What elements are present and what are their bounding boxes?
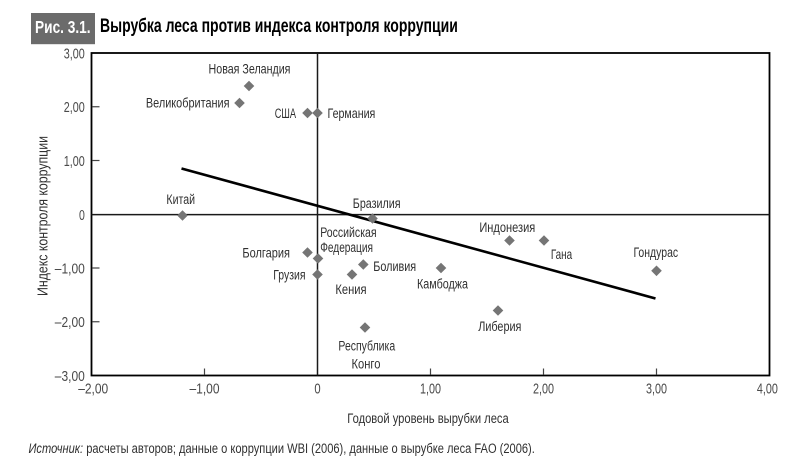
svg-text:Гондурас: Гондурас — [633, 244, 678, 260]
svg-text:Китай: Китай — [166, 192, 195, 208]
svg-text:2,00: 2,00 — [64, 98, 85, 115]
svg-text:Индекс контроля коррупции: Индекс контроля коррупции — [34, 136, 50, 296]
svg-text:Годовой уровень вырубки леса: Годовой уровень вырубки леса — [347, 411, 509, 426]
svg-text:США: США — [275, 105, 296, 122]
svg-text:Германия: Германия — [328, 106, 376, 122]
svg-text:Рис. 3.1.: Рис. 3.1. — [35, 18, 91, 37]
svg-text:Вырубка леса против индекса ко: Вырубка леса против индекса контроля кор… — [100, 15, 458, 37]
svg-text:0: 0 — [79, 206, 85, 223]
svg-text:4,00: 4,00 — [757, 380, 778, 397]
svg-text:Грузия: Грузия — [273, 267, 305, 283]
svg-text:Российская: Российская — [320, 225, 376, 241]
svg-text:–1,00: –1,00 — [189, 380, 219, 397]
svg-text:–2,00: –2,00 — [55, 314, 85, 331]
svg-text:Кения: Кения — [335, 282, 366, 297]
svg-text:Либерия: Либерия — [478, 319, 521, 335]
svg-text:Источник: расчеты авторов; дан: Источник: расчеты авторов; данные о корр… — [29, 441, 535, 457]
svg-text:–3,00: –3,00 — [55, 368, 85, 385]
svg-text:Конго: Конго — [352, 356, 381, 371]
svg-text:–2,00: –2,00 — [78, 380, 108, 397]
svg-text:Индонезия: Индонезия — [479, 220, 535, 236]
svg-text:Республика: Республика — [338, 338, 395, 354]
svg-text:Великобритания: Великобритания — [146, 95, 230, 111]
svg-text:Новая Зеландия: Новая Зеландия — [209, 61, 291, 77]
svg-text:Боливия: Боливия — [373, 259, 416, 275]
svg-text:Гана: Гана — [551, 246, 573, 262]
svg-text:3,00: 3,00 — [646, 380, 667, 397]
svg-text:2,00: 2,00 — [533, 380, 554, 397]
svg-text:0: 0 — [314, 380, 320, 397]
svg-text:3,00: 3,00 — [64, 45, 85, 62]
svg-text:1,00: 1,00 — [64, 152, 85, 169]
svg-text:Камбоджа: Камбоджа — [417, 276, 468, 292]
svg-text:–1,00: –1,00 — [55, 260, 85, 277]
svg-text:Болгария: Болгария — [242, 245, 290, 261]
svg-text:1,00: 1,00 — [420, 380, 441, 397]
svg-text:Федерация: Федерация — [320, 239, 373, 255]
svg-text:Бразилия: Бразилия — [353, 195, 401, 211]
